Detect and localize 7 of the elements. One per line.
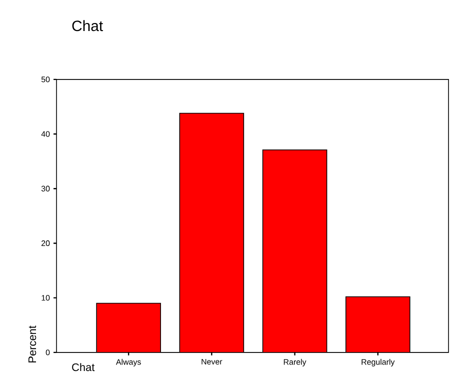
chart-title: Chat bbox=[72, 20, 103, 32]
bar bbox=[180, 113, 244, 352]
bar bbox=[262, 150, 327, 352]
bar bbox=[345, 296, 410, 352]
x-axis-title: Chat bbox=[72, 363, 95, 372]
y-axis-title: Percent bbox=[28, 326, 36, 362]
bar bbox=[96, 303, 161, 352]
